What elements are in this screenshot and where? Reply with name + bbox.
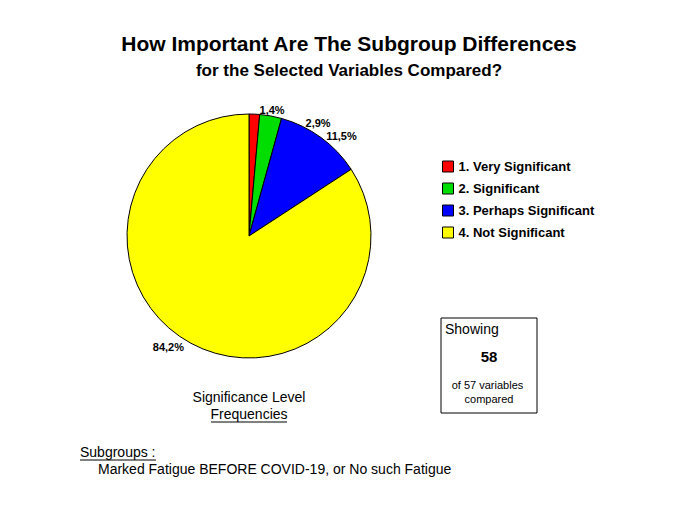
svg-text:1,4%: 1,4% [260,104,285,116]
svg-text:84,2%: 84,2% [153,341,184,353]
svg-text:4. Not Significant: 4. Not Significant [459,225,566,240]
svg-text:3. Perhaps Significant: 3. Perhaps Significant [459,203,595,218]
svg-text:2,9%: 2,9% [306,117,331,129]
svg-text:11,5%: 11,5% [326,130,357,142]
svg-text:Marked Fatigue BEFORE COVID-19: Marked Fatigue BEFORE COVID-19, or No su… [98,461,451,477]
svg-text:58: 58 [481,348,498,365]
svg-text:of 57 variables: of 57 variables [452,379,527,391]
svg-text:How Important Are The Subgroup: How Important Are The Subgroup Differenc… [121,32,576,55]
svg-text:Subgroups :: Subgroups : [80,444,156,460]
svg-text:Showing: Showing [445,321,499,337]
svg-text:for the Selected Variables Com: for the Selected Variables Compared? [196,61,502,80]
svg-text:Significance Level: Significance Level [193,389,306,405]
svg-text:2. Significant: 2. Significant [459,181,541,196]
svg-text:compared: compared [465,393,514,405]
svg-text:Frequencies: Frequencies [210,406,287,422]
svg-text:1. Very Significant: 1. Very Significant [459,159,572,174]
